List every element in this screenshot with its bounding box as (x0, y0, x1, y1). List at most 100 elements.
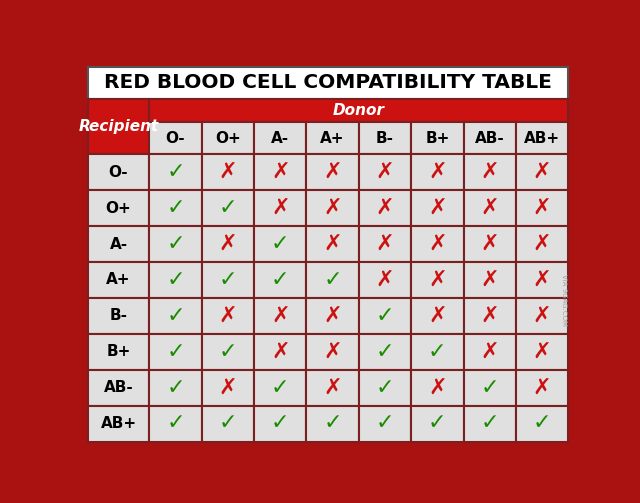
FancyBboxPatch shape (516, 298, 568, 334)
FancyBboxPatch shape (411, 405, 463, 442)
FancyBboxPatch shape (463, 405, 516, 442)
Text: ✓: ✓ (428, 342, 447, 362)
FancyBboxPatch shape (254, 226, 307, 262)
FancyBboxPatch shape (411, 370, 463, 405)
Text: ✗: ✗ (532, 270, 552, 290)
Text: ✓: ✓ (166, 162, 185, 182)
Text: ✓: ✓ (219, 342, 237, 362)
FancyBboxPatch shape (149, 405, 202, 442)
Text: ✓: ✓ (271, 234, 289, 254)
FancyBboxPatch shape (463, 298, 516, 334)
FancyBboxPatch shape (149, 122, 202, 154)
FancyBboxPatch shape (202, 262, 254, 298)
FancyBboxPatch shape (516, 262, 568, 298)
FancyBboxPatch shape (359, 122, 411, 154)
FancyBboxPatch shape (202, 334, 254, 370)
Text: ✓: ✓ (166, 270, 185, 290)
Text: ✓: ✓ (376, 306, 394, 326)
FancyBboxPatch shape (359, 370, 411, 405)
FancyBboxPatch shape (411, 262, 463, 298)
FancyBboxPatch shape (359, 405, 411, 442)
FancyBboxPatch shape (202, 122, 254, 154)
FancyBboxPatch shape (307, 334, 359, 370)
FancyBboxPatch shape (202, 154, 254, 190)
Text: ✓: ✓ (271, 378, 289, 398)
Text: A+: A+ (321, 131, 345, 146)
Text: ✗: ✗ (532, 306, 552, 326)
FancyBboxPatch shape (88, 405, 149, 442)
FancyBboxPatch shape (411, 154, 463, 190)
FancyBboxPatch shape (149, 226, 202, 262)
Text: ✗: ✗ (219, 162, 237, 182)
Text: ✓: ✓ (376, 413, 394, 434)
FancyBboxPatch shape (88, 298, 149, 334)
Text: ✗: ✗ (481, 162, 499, 182)
FancyBboxPatch shape (411, 298, 463, 334)
FancyBboxPatch shape (307, 190, 359, 226)
Text: O+: O+ (215, 131, 241, 146)
Text: ✗: ✗ (428, 234, 447, 254)
FancyBboxPatch shape (463, 226, 516, 262)
FancyBboxPatch shape (202, 370, 254, 405)
Text: ✗: ✗ (376, 234, 394, 254)
Text: RED BLOOD CELL COMPATIBILITY TABLE: RED BLOOD CELL COMPATIBILITY TABLE (104, 73, 552, 92)
Text: ✗: ✗ (323, 378, 342, 398)
Text: B+: B+ (425, 131, 449, 146)
FancyBboxPatch shape (359, 190, 411, 226)
Text: ✗: ✗ (532, 378, 552, 398)
Text: Donor: Donor (333, 103, 385, 118)
Text: ✗: ✗ (532, 342, 552, 362)
Text: ✗: ✗ (481, 198, 499, 218)
Text: ✗: ✗ (219, 306, 237, 326)
FancyBboxPatch shape (88, 226, 149, 262)
FancyBboxPatch shape (254, 190, 307, 226)
FancyBboxPatch shape (307, 226, 359, 262)
FancyBboxPatch shape (149, 370, 202, 405)
FancyBboxPatch shape (516, 122, 568, 154)
Text: ✓: ✓ (271, 270, 289, 290)
FancyBboxPatch shape (307, 122, 359, 154)
Text: A+: A+ (106, 273, 131, 287)
Text: ✓: ✓ (219, 413, 237, 434)
Text: ✗: ✗ (271, 342, 289, 362)
Text: ✗: ✗ (428, 162, 447, 182)
Text: ✓: ✓ (532, 413, 552, 434)
Text: ✓: ✓ (428, 413, 447, 434)
Text: ✓: ✓ (323, 270, 342, 290)
Text: ✗: ✗ (271, 306, 289, 326)
FancyBboxPatch shape (88, 370, 149, 405)
Text: ✓: ✓ (323, 413, 342, 434)
Text: Recipient: Recipient (79, 119, 159, 134)
FancyBboxPatch shape (307, 154, 359, 190)
FancyBboxPatch shape (88, 66, 568, 99)
FancyBboxPatch shape (411, 226, 463, 262)
FancyBboxPatch shape (411, 190, 463, 226)
Text: AB+: AB+ (100, 416, 136, 431)
Text: ✗: ✗ (376, 162, 394, 182)
Text: ✗: ✗ (428, 378, 447, 398)
Text: B+: B+ (106, 344, 131, 359)
Text: VIA 9GAG.COM: VIA 9GAG.COM (561, 275, 566, 326)
Text: O-: O- (109, 165, 129, 180)
FancyBboxPatch shape (359, 334, 411, 370)
Text: AB+: AB+ (524, 131, 560, 146)
Text: ✓: ✓ (481, 413, 499, 434)
FancyBboxPatch shape (88, 334, 149, 370)
Text: ✗: ✗ (323, 198, 342, 218)
Text: A-: A- (271, 131, 289, 146)
FancyBboxPatch shape (463, 190, 516, 226)
FancyBboxPatch shape (254, 122, 307, 154)
Text: ✗: ✗ (481, 270, 499, 290)
FancyBboxPatch shape (516, 226, 568, 262)
Text: ✗: ✗ (428, 306, 447, 326)
FancyBboxPatch shape (307, 262, 359, 298)
FancyBboxPatch shape (359, 262, 411, 298)
Text: ✓: ✓ (271, 413, 289, 434)
Text: ✓: ✓ (376, 342, 394, 362)
FancyBboxPatch shape (149, 262, 202, 298)
FancyBboxPatch shape (516, 405, 568, 442)
FancyBboxPatch shape (254, 405, 307, 442)
FancyBboxPatch shape (411, 334, 463, 370)
FancyBboxPatch shape (149, 99, 568, 122)
FancyBboxPatch shape (202, 226, 254, 262)
